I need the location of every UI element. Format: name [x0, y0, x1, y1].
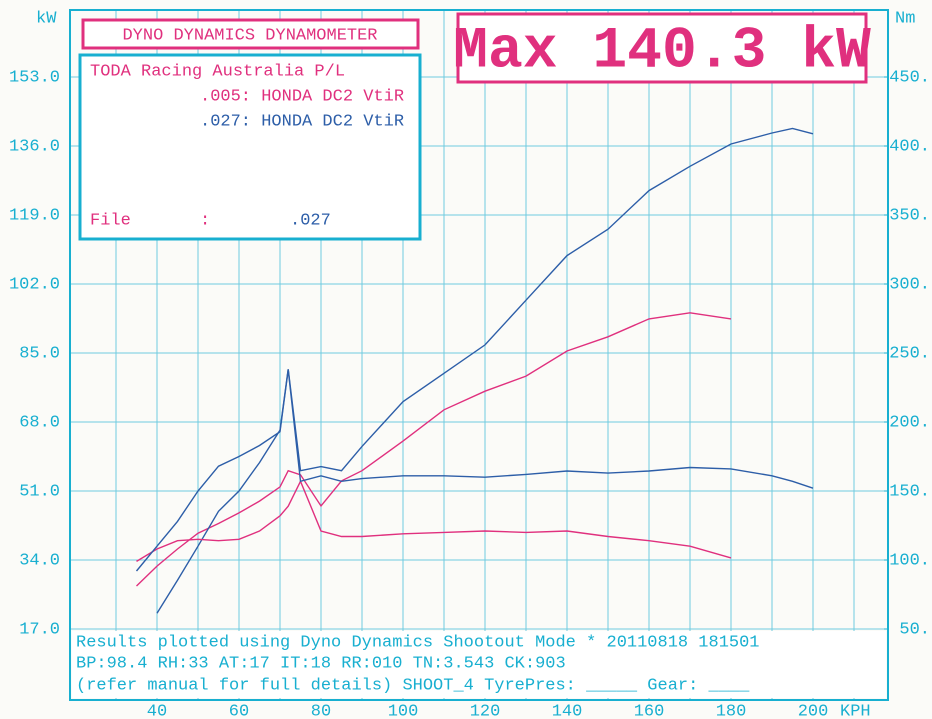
y2-tick-label: 250.: [889, 344, 930, 363]
x-tick-label: 80: [311, 702, 331, 719]
company: TODA Racing Australia P/L: [90, 62, 345, 81]
file-value: .027: [290, 211, 331, 230]
x-tick-label: 200: [798, 702, 829, 719]
file-label: File: [90, 211, 131, 230]
y2-tick-label: 150.: [889, 482, 930, 501]
y2-tick-label: 50.: [899, 620, 930, 639]
y2-tick-label: 350.: [889, 206, 930, 225]
legend-entry: .005: HONDA DC2 VtiR: [200, 87, 404, 106]
y-tick-label: 85.0: [19, 344, 60, 363]
y-tick-label: 17.0: [19, 620, 60, 639]
legend-entry: .027: HONDA DC2 VtiR: [200, 112, 404, 131]
info-box: [78, 53, 422, 241]
torque-line: [135, 369, 814, 572]
max-label: Max 140.3 kW: [453, 19, 871, 84]
y-tick-label: 119.0: [9, 206, 60, 225]
y-tick-label: 102.0: [9, 275, 60, 294]
x-tick-label: 100: [388, 702, 419, 719]
y2-unit: Nm: [895, 9, 915, 28]
y2-tick-label: 450.: [889, 68, 930, 87]
footer-line: Results plotted using Dyno Dynamics Shoo…: [76, 633, 760, 652]
x-tick-label: 40: [147, 702, 167, 719]
x-tick-label: 160: [634, 702, 665, 719]
footer-line: (refer manual for full details) SHOOT_4 …: [76, 676, 750, 695]
y2-tick-label: 100.: [889, 551, 930, 570]
y2-tick-label: 300.: [889, 275, 930, 294]
power-line: [156, 127, 814, 614]
ticks: 17.0 34.0 51.0 68.0 85.0 102.0 119.0 136.0 153.0…: [9, 68, 930, 719]
y2-tick-label: 200.: [889, 413, 930, 432]
y2-tick-label: 400.: [889, 137, 930, 156]
y-tick-label: 68.0: [19, 413, 60, 432]
y-tick-label: 153.0: [9, 68, 60, 87]
x-tick-label: 180: [716, 702, 747, 719]
max-box: [456, 12, 868, 84]
y-tick-label: 51.0: [19, 482, 60, 501]
x-tick-label: 140: [552, 702, 583, 719]
y-unit: kW: [36, 9, 57, 28]
title-box: [81, 18, 420, 50]
footer-box: [72, 631, 886, 698]
x-tick-label: 120: [470, 702, 501, 719]
x-unit: KPH: [840, 702, 871, 719]
torque-line: [136, 479, 732, 562]
x-tick-label: 60: [229, 702, 249, 719]
plot-frame: [69, 9, 889, 701]
y-tick-label: 34.0: [19, 551, 60, 570]
file-sep: :: [200, 211, 210, 230]
y-tick-label: 136.0: [9, 137, 60, 156]
lines: [135, 127, 814, 614]
chart-title: DYNO DYNAMICS DYNAMOMETER: [122, 26, 377, 45]
footer-line: BP:98.4 RH:33 AT:17 IT:18 RR:010 TN:3.54…: [76, 654, 566, 673]
